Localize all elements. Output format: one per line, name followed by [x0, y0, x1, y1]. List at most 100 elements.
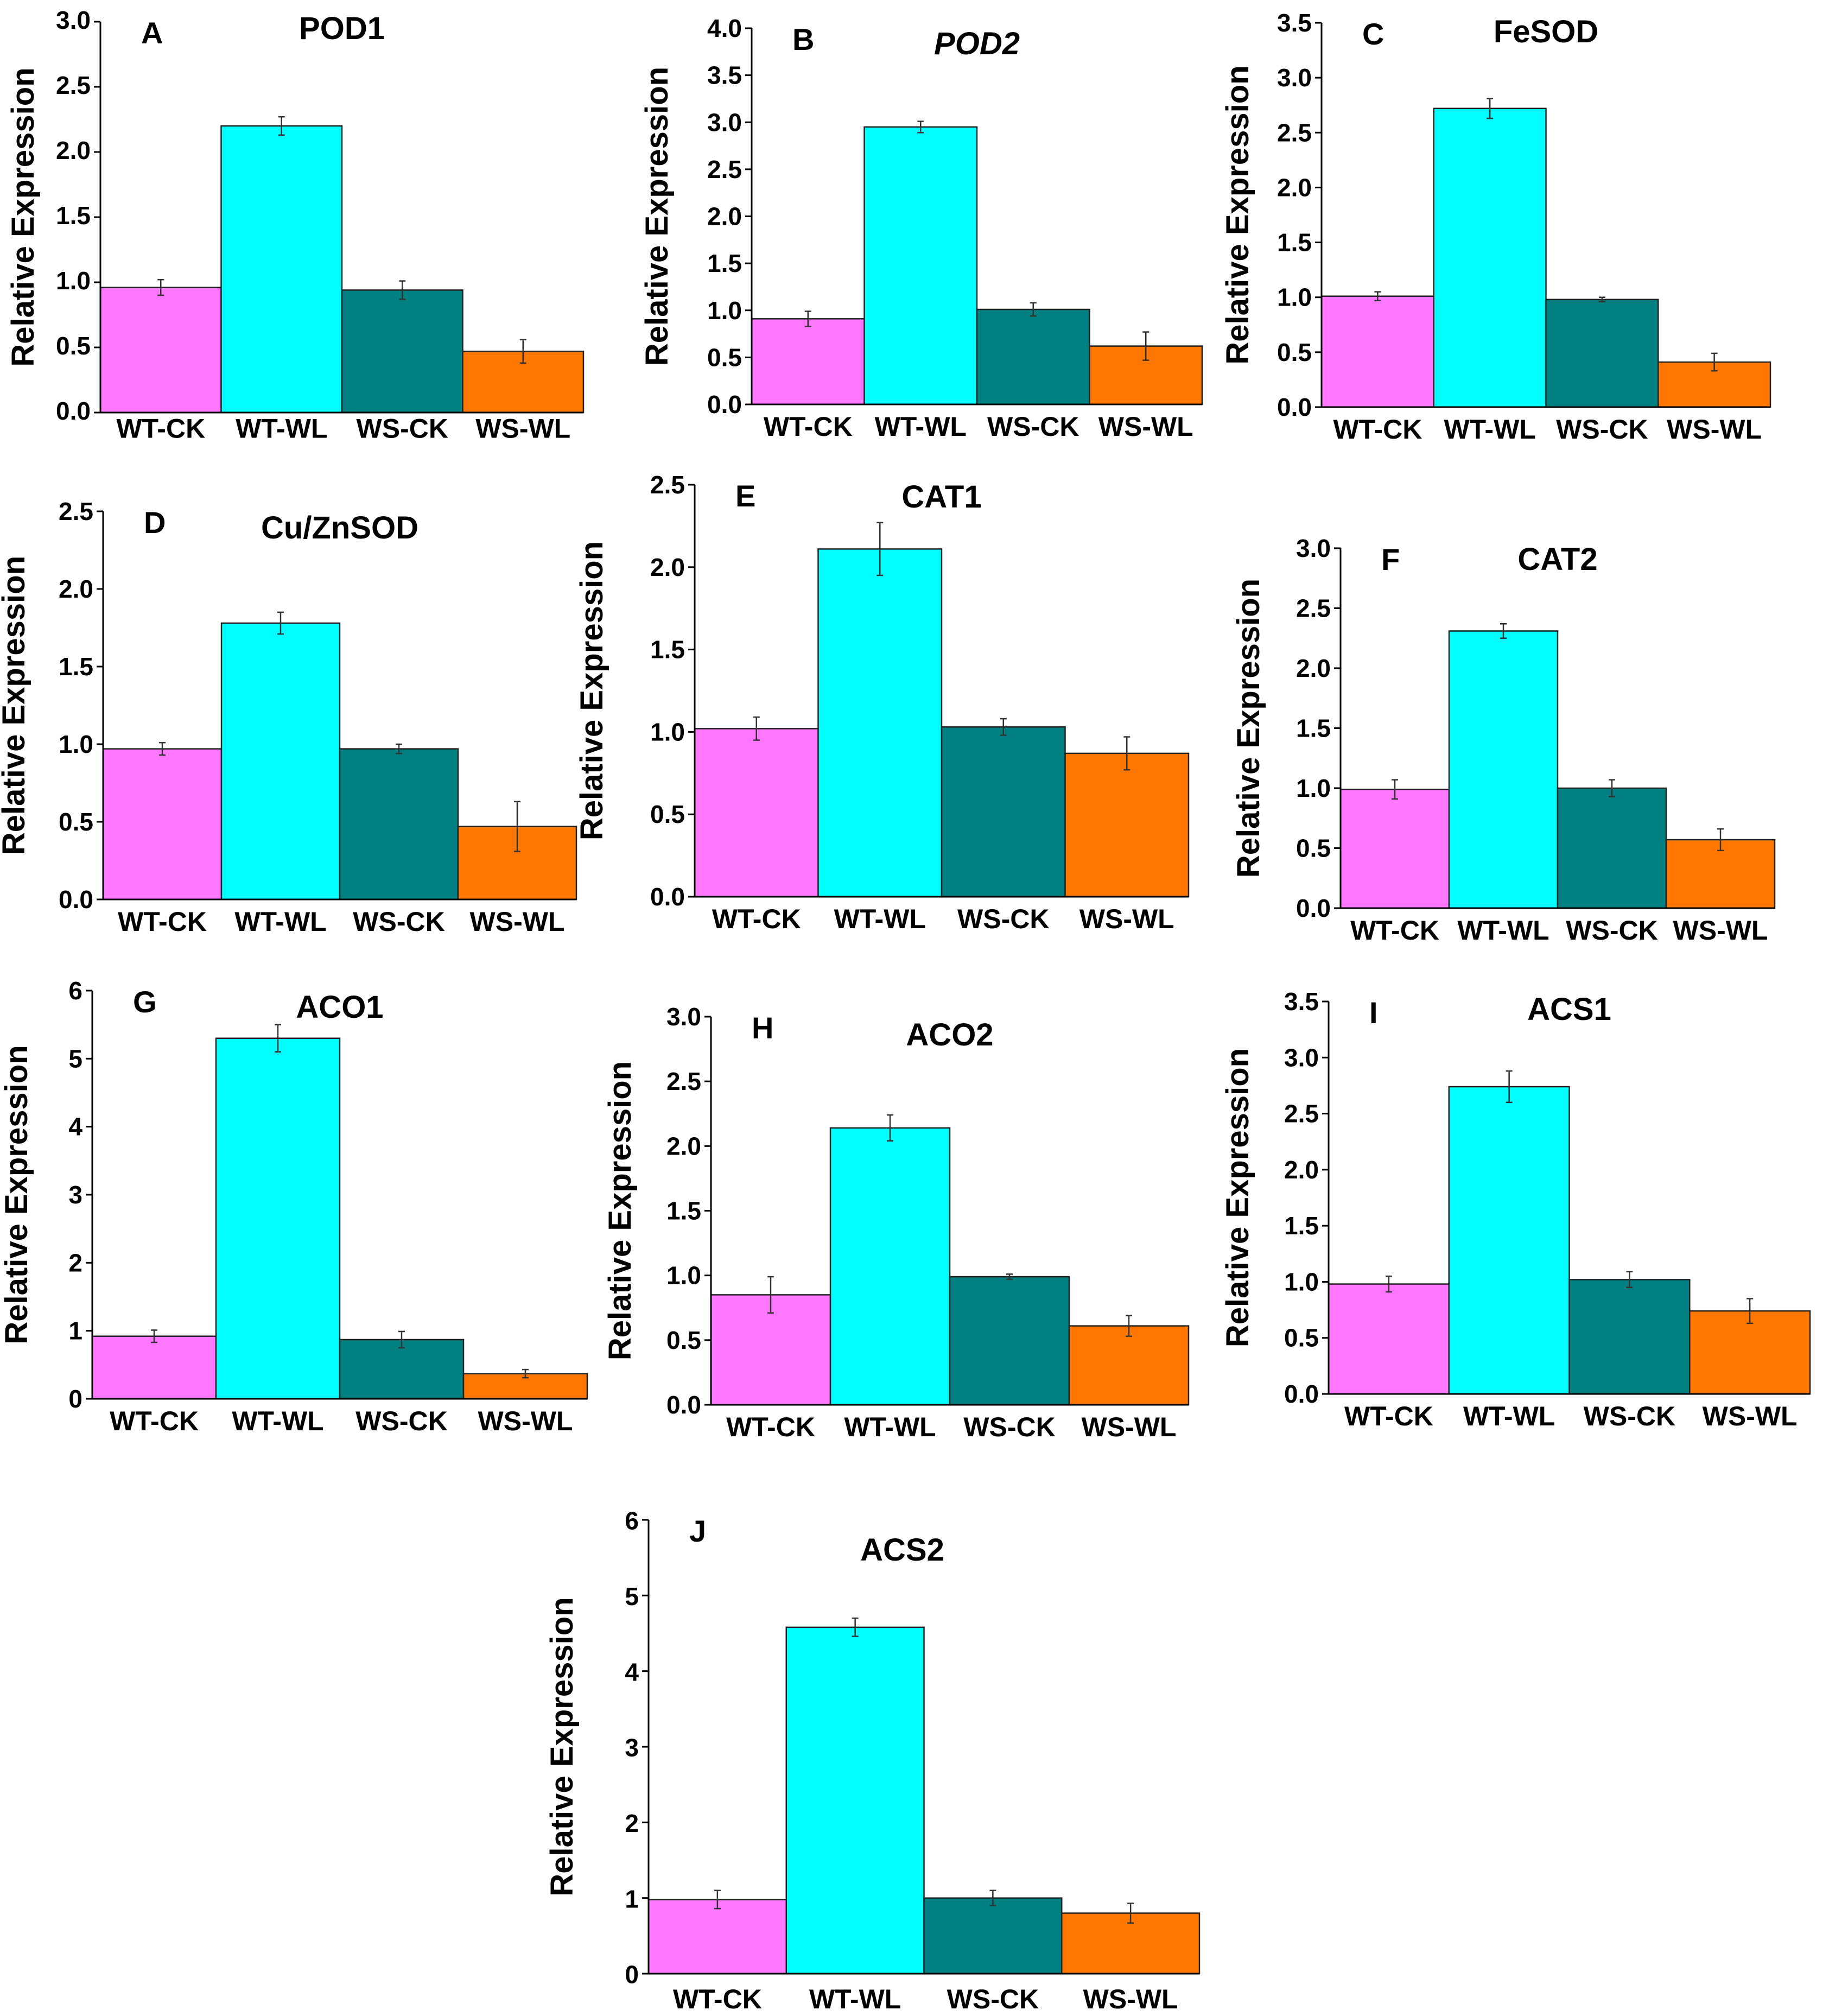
- error-bar-wt-wl: [1506, 1070, 1513, 1104]
- y-tick-label: 6: [68, 977, 82, 1005]
- bar-ws-ck: [339, 748, 459, 901]
- y-tick-label: 2.5: [1284, 1100, 1319, 1128]
- bar-wt-wl: [817, 548, 943, 898]
- y-tick-label: 0.5: [56, 332, 91, 360]
- y-tick-label: 2: [625, 1809, 639, 1837]
- panel-letter: J: [689, 1514, 706, 1548]
- y-tick-label: 2.5: [650, 471, 685, 499]
- category-label-wt-ck: WT-CK: [116, 413, 205, 443]
- y-tick-label: 0.0: [1277, 393, 1312, 421]
- error-bar-ws-ck: [1030, 302, 1037, 317]
- y-tick-label: 0.0: [59, 885, 93, 914]
- y-tick-label: 2.0: [650, 553, 685, 581]
- bar-wt-ck: [1328, 1283, 1450, 1395]
- panel-f: 0.0 0.5 1.0 1.5 2.0 2.5 3.0 WT-CK WT-WL WS-CK WS-W…: [1231, 534, 1776, 946]
- category-label-ws-wl: WS-WL: [1703, 1401, 1798, 1431]
- y-tick-label: 0.5: [666, 1326, 701, 1354]
- error-bar-ws-wl: [519, 339, 526, 364]
- error-bar-ws-wl: [1123, 736, 1131, 771]
- panel-e: 0.0 0.5 1.0 1.5 2.0 2.5 WT-CK WT-WL WS-CK WS-WL Re…: [574, 471, 1190, 934]
- chart-title: ACO2: [906, 1017, 993, 1053]
- category-label-wt-ck: WT-CK: [673, 1984, 762, 2014]
- category-label-ws-ck: WS-CK: [353, 906, 444, 937]
- bar-ws-ck: [923, 1897, 1063, 1975]
- bar-wt-ck: [99, 287, 222, 414]
- y-tick-label: 0.0: [1296, 894, 1331, 922]
- category-label-wt-ck: WT-CK: [110, 1406, 199, 1436]
- category-label-wt-wl: WT-WL: [844, 1412, 936, 1442]
- y-tick-label: 2.0: [707, 202, 742, 231]
- error-bar-wt-wl: [275, 1024, 281, 1053]
- y-tick-label: 2.0: [56, 136, 91, 164]
- y-tick-label: 2.5: [1296, 594, 1331, 623]
- y-tick-label: 1.0: [666, 1261, 701, 1290]
- y-tick-label: 0.0: [1284, 1380, 1319, 1408]
- error-bar-ws-ck: [1609, 779, 1615, 797]
- error-bar-wt-wl: [1500, 623, 1507, 639]
- y-tick-label: 1: [68, 1317, 82, 1345]
- error-bar-wt-wl: [1487, 98, 1494, 119]
- y-tick-label: 1.5: [650, 636, 685, 664]
- bar-wt-ck: [1320, 295, 1434, 408]
- panel-j: 0 1 2 3 4 5 6 WT-CK WT-WL WS-CK WS-WL Relative Expr…: [544, 1507, 1201, 2014]
- category-label-wt-wl: WT-WL: [236, 413, 327, 443]
- y-tick-label: 2.5: [1277, 118, 1312, 147]
- category-label-wt-ck: WT-CK: [1350, 915, 1439, 946]
- y-tick-label: 0.5: [707, 343, 742, 371]
- category-label-ws-wl: WS-WL: [1082, 1412, 1177, 1442]
- y-tick-label: 1.0: [650, 718, 685, 746]
- y-tick-label: 4: [625, 1658, 639, 1686]
- category-label-ws-wl: WS-WL: [475, 413, 570, 443]
- bar-wt-ck: [694, 728, 819, 898]
- y-tick-label: 0.5: [1296, 834, 1331, 863]
- category-label-wt-wl: WT-WL: [232, 1406, 323, 1436]
- category-label-wt-ck: WT-CK: [764, 411, 853, 442]
- category-label-ws-wl: WS-WL: [1098, 411, 1193, 442]
- error-bar-wt-ck: [159, 741, 166, 756]
- error-bar-ws-ck: [1598, 296, 1605, 303]
- category-label-ws-wl: WS-WL: [478, 1406, 573, 1436]
- category-label-ws-ck: WS-CK: [1566, 915, 1657, 946]
- category-label-wt-ck: WT-CK: [118, 906, 207, 937]
- chart-title: Cu/ZnSOD: [261, 510, 418, 546]
- y-tick-label: 3.5: [1277, 9, 1312, 37]
- y-tick-label: 1.0: [56, 267, 91, 295]
- category-label-wt-wl: WT-WL: [875, 411, 967, 442]
- error-bar-wt-ck: [804, 310, 811, 327]
- category-label-ws-wl: WS-WL: [470, 906, 565, 937]
- panel-h: 0.0 0.5 1.0 1.5 2.0 2.5 3.0 WT-CK WT-WL WS-CK WS-W…: [602, 1003, 1190, 1442]
- bar-wt-ck: [102, 748, 223, 901]
- y-tick-label: 3.0: [1277, 64, 1312, 92]
- panel-letter: E: [735, 479, 755, 513]
- category-label-wt-ck: WT-CK: [712, 904, 801, 934]
- category-label-ws-ck: WS-CK: [1584, 1401, 1675, 1431]
- error-bar-ws-wl: [1142, 331, 1150, 361]
- y-tick-label: 4.0: [707, 14, 742, 42]
- chart-title: ACS2: [860, 1532, 944, 1568]
- y-axis-label: Relative Expression: [639, 67, 675, 366]
- chart-title: CAT1: [901, 479, 981, 515]
- chart-title: FeSOD: [1494, 14, 1598, 49]
- chart-title: POD1: [299, 11, 385, 46]
- y-tick-label: 1.0: [1296, 774, 1331, 802]
- panel-i: 0.0 0.5 1.0 1.5 2.0 2.5 3.0 3.5 WT-CK WT-WL WS-CK W…: [1220, 987, 1811, 1431]
- error-bar-ws-ck: [1000, 718, 1007, 736]
- category-label-ws-wl: WS-WL: [1673, 915, 1768, 946]
- bar-ws-ck: [976, 308, 1090, 405]
- bar-ws-wl: [1064, 752, 1190, 898]
- y-tick-label: 2.0: [666, 1132, 701, 1160]
- bar-ws-wl: [1689, 1310, 1811, 1395]
- category-label-wt-ck: WT-CK: [726, 1412, 815, 1442]
- panel-letter: C: [1362, 17, 1384, 51]
- category-label-wt-wl: WT-WL: [834, 904, 926, 934]
- category-label-ws-wl: WS-WL: [1079, 904, 1174, 934]
- y-tick-label: 0.0: [650, 883, 685, 911]
- y-tick-label: 1.0: [59, 730, 93, 758]
- error-bar-ws-ck: [989, 1890, 996, 1906]
- bar-ws-ck: [1557, 787, 1667, 909]
- error-bar-wt-wl: [917, 121, 924, 134]
- bar-wt-wl: [1433, 107, 1547, 408]
- error-bar-ws-wl: [1126, 1315, 1132, 1337]
- error-bar-ws-wl: [514, 801, 520, 852]
